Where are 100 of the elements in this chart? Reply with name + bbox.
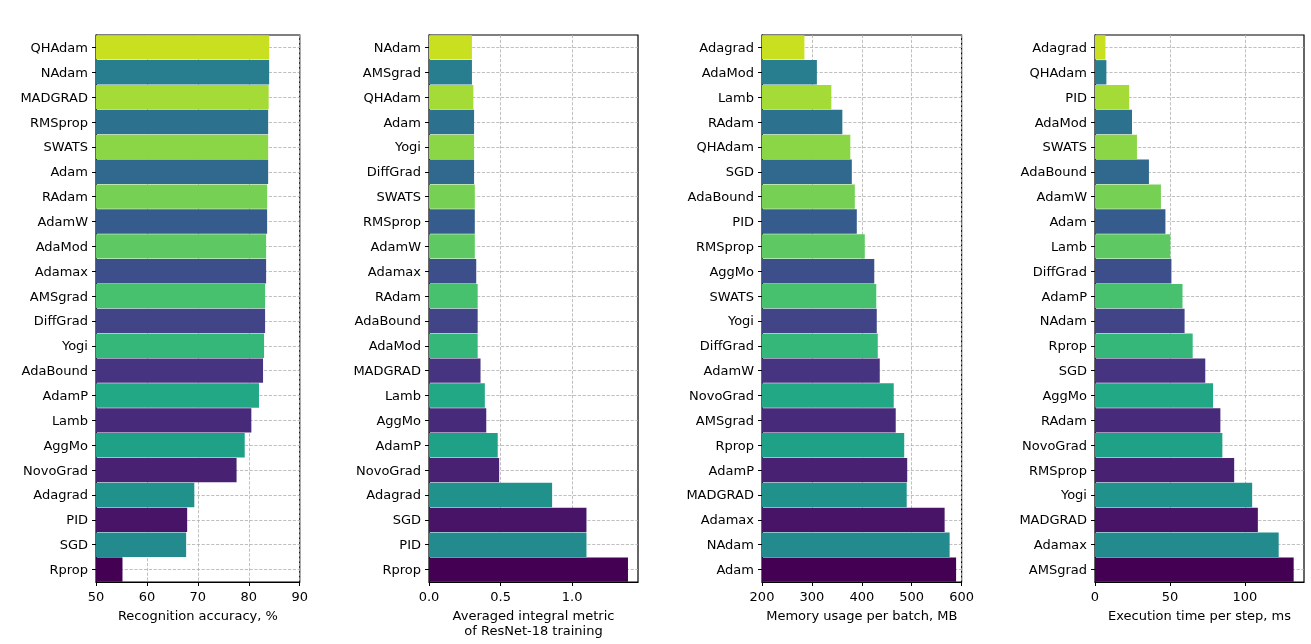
y-tick-label: Adam <box>383 114 421 130</box>
bar <box>429 60 472 85</box>
bar <box>1095 333 1193 358</box>
y-tick-label: QHAdam <box>30 39 88 55</box>
y-tick-label: PID <box>399 537 421 553</box>
y-tick-label: SWATS <box>43 139 88 155</box>
y-tick-label: MADGRAD <box>20 89 88 105</box>
y-tick-label: AdamP <box>1041 288 1088 304</box>
y-tick-label: AdamW <box>1036 189 1088 205</box>
bar <box>1095 482 1253 508</box>
bar <box>1095 408 1221 433</box>
y-tick-label: Adamax <box>34 263 89 279</box>
bar <box>429 109 475 135</box>
y-tick-label: NAdam <box>373 39 421 55</box>
y-tick-label: QHAdam <box>363 89 421 105</box>
bar <box>429 433 498 458</box>
bar <box>1095 308 1185 334</box>
y-tick-label: RMSprop <box>29 114 88 130</box>
y-tick-label: QHAdam <box>1029 64 1087 80</box>
y-tick-label: Lamb <box>717 89 754 105</box>
y-tick-label: AdaBound <box>1020 164 1087 180</box>
y-tick-label: AdaMod <box>35 238 88 254</box>
y-tick-label: AdamW <box>703 363 755 379</box>
y-tick-label: Rprop <box>382 562 421 578</box>
x-axis-title: Execution time per step, ms <box>1108 608 1292 623</box>
y-tick-label: MADGRAD <box>686 487 754 503</box>
y-tick-label: RAdam <box>41 189 88 205</box>
bar <box>1095 35 1106 60</box>
y-tick-label: Adamax <box>367 263 422 279</box>
y-tick-label: AdamW <box>370 238 422 254</box>
y-tick-label: Rprop <box>49 562 88 578</box>
y-tick-label: Adagrad <box>699 39 754 55</box>
y-tick-label: SGD <box>725 164 754 180</box>
bar <box>429 35 472 60</box>
bar <box>1095 60 1107 85</box>
y-tick-label: SWATS <box>709 288 754 304</box>
y-tick-label: SWATS <box>376 189 421 205</box>
bar <box>429 283 478 309</box>
y-tick-label: Adam <box>716 562 754 578</box>
bar <box>1095 234 1171 259</box>
y-tick-label: Lamb <box>1050 238 1087 254</box>
y-tick-label: NovoGrad <box>1022 437 1087 453</box>
y-tick-label: Adagrad <box>366 487 421 503</box>
y-tick-label: MADGRAD <box>1019 512 1087 528</box>
y-tick-label: AdamP <box>375 437 422 453</box>
y-tick-label: Yogi <box>726 313 754 329</box>
bar <box>429 259 477 284</box>
x-tick-label: 70 <box>189 589 207 604</box>
y-tick-label: SGD <box>392 512 421 528</box>
bar <box>429 383 485 408</box>
x-tick-label: 60 <box>138 589 156 604</box>
bar <box>1095 383 1214 408</box>
bar <box>429 308 478 334</box>
y-tick-label: AdaBound <box>354 313 421 329</box>
bar <box>429 84 474 110</box>
bar <box>429 209 475 234</box>
y-tick-label: AdamP <box>42 388 89 404</box>
y-tick-label: AdaBound <box>21 363 88 379</box>
y-tick-label: AMSgrad <box>29 288 88 304</box>
y-tick-label: NovoGrad <box>23 462 88 478</box>
y-tick-label: Rprop <box>715 437 754 453</box>
x-tick-label: 0.0 <box>418 589 440 604</box>
y-tick-label: QHAdam <box>696 139 754 155</box>
y-tick-label: AdaMod <box>701 64 754 80</box>
x-axis-title: Averaged integral metric of ResNet-18 training <box>452 608 615 638</box>
y-tick-label: RMSprop <box>1028 462 1087 478</box>
y-tick-label: DiffGrad <box>366 164 421 180</box>
y-tick-label: MADGRAD <box>353 363 421 379</box>
y-tick-label: PID <box>1065 89 1087 105</box>
bar <box>429 333 478 358</box>
bar <box>429 184 475 209</box>
y-tick-label: Yogi <box>393 139 421 155</box>
bar <box>1095 184 1161 209</box>
y-tick-label: AdaMod <box>368 338 421 354</box>
y-tick-label: AdaMod <box>1034 114 1087 130</box>
bar <box>1095 109 1133 135</box>
y-tick-label: PID <box>732 213 754 229</box>
x-axis-title: Recognition accuracy, % <box>117 608 278 623</box>
y-tick-label: NAdam <box>706 537 754 553</box>
y-tick-label: DiffGrad <box>1032 263 1087 279</box>
x-tick-label: 200 <box>749 589 775 604</box>
y-tick-label: AdamP <box>708 462 755 478</box>
y-tick-label: DiffGrad <box>33 313 88 329</box>
bar <box>429 159 475 184</box>
y-tick-label: Adam <box>1049 213 1087 229</box>
y-tick-label: SGD <box>59 537 88 553</box>
y-tick-label: AMSgrad <box>1028 562 1087 578</box>
bar <box>1095 532 1279 557</box>
y-tick-label: Adagrad <box>1032 39 1087 55</box>
y-tick-label: RMSprop <box>362 213 421 229</box>
y-tick-label: PID <box>66 512 88 528</box>
bar <box>429 358 481 383</box>
y-tick-label: Yogi <box>1059 487 1087 503</box>
bar <box>429 457 500 483</box>
x-tick-label: 0 <box>1090 589 1100 604</box>
x-tick-label: 1.0 <box>561 589 583 604</box>
y-tick-label: Lamb <box>384 388 421 404</box>
x-tick-label: 500 <box>899 589 925 604</box>
y-tick-label: Adamax <box>700 512 755 528</box>
y-tick-label: AggMo <box>709 263 755 279</box>
